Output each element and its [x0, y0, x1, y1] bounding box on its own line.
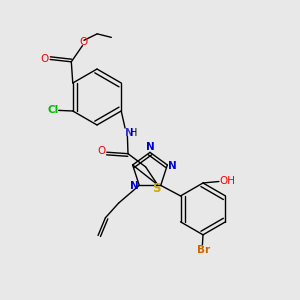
- Text: OH: OH: [219, 176, 235, 186]
- Text: O: O: [98, 146, 106, 156]
- Text: O: O: [41, 54, 49, 64]
- Text: N: N: [168, 161, 177, 171]
- Text: H: H: [130, 128, 138, 138]
- Text: S: S: [153, 182, 161, 195]
- Text: O: O: [80, 37, 88, 47]
- Text: N: N: [146, 142, 154, 152]
- Text: N: N: [130, 181, 138, 191]
- Text: Br: Br: [197, 245, 210, 255]
- Text: Cl: Cl: [47, 105, 58, 115]
- Text: N: N: [124, 128, 133, 138]
